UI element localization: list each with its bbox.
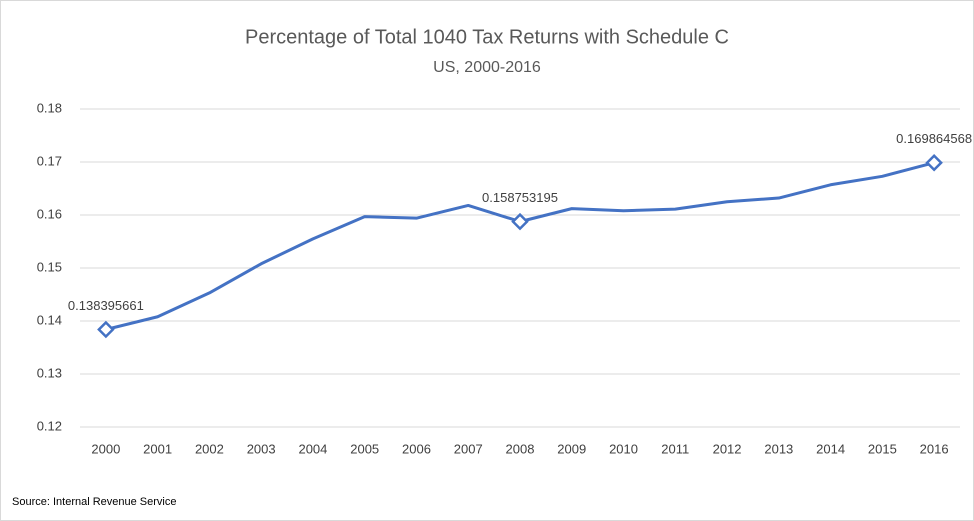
y-tick-label: 0.15 (37, 259, 62, 274)
y-tick-label: 0.14 (37, 312, 62, 327)
chart-title: Percentage of Total 1040 Tax Returns wit… (245, 26, 729, 48)
y-tick-label: 0.18 (37, 100, 62, 115)
x-tick-label: 2013 (764, 441, 793, 456)
x-tick-label: 2006 (402, 441, 431, 456)
x-tick-label: 2009 (557, 441, 586, 456)
point-marker (97, 320, 115, 339)
x-tick-label: 2011 (661, 441, 689, 456)
y-tick-label: 0.12 (37, 418, 62, 433)
y-tick-label: 0.13 (37, 365, 62, 380)
data-label: 0.169864568 (896, 131, 972, 146)
x-tick-label: 2002 (195, 441, 224, 456)
x-tick-label: 2005 (350, 441, 379, 456)
x-tick-label: 2012 (713, 441, 742, 456)
x-tick-label: 2010 (609, 441, 638, 456)
x-tick-label: 2001 (143, 441, 172, 456)
point-marker (925, 153, 943, 172)
data-label: 0.158753195 (482, 190, 558, 205)
x-tick-label: 2000 (91, 441, 120, 456)
x-tick-label: 2007 (454, 441, 483, 456)
chart-subtitle: US, 2000-2016 (433, 59, 541, 76)
y-tick-label: 0.17 (37, 153, 62, 168)
x-tick-label: 2016 (920, 441, 949, 456)
x-tick-label: 2015 (868, 441, 897, 456)
x-tick-label: 2014 (816, 441, 845, 456)
point-marker (511, 212, 529, 231)
data-label: 0.138395661 (68, 298, 144, 313)
source-note: Source: Internal Revenue Service (12, 496, 176, 508)
x-tick-label: 2008 (506, 441, 535, 456)
x-tick-label: 2003 (247, 441, 276, 456)
y-tick-label: 0.16 (37, 206, 62, 221)
x-tick-label: 2004 (298, 441, 327, 456)
